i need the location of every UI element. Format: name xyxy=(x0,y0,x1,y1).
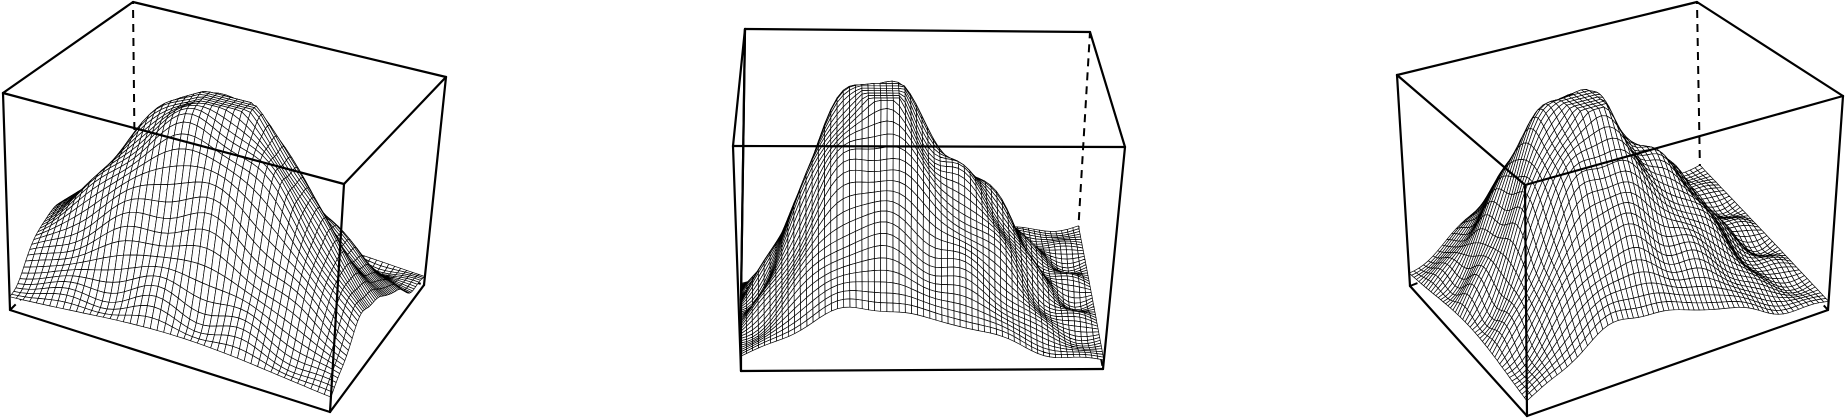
mesh-cell xyxy=(1078,286,1086,293)
box-edge xyxy=(342,75,448,186)
mesh-cell xyxy=(880,100,888,110)
box-edge xyxy=(422,75,448,287)
mesh-cell xyxy=(886,92,894,96)
mesh-cell xyxy=(861,85,869,89)
mesh-cell xyxy=(886,133,894,148)
mesh-cell xyxy=(880,97,888,101)
box-hidden-edge xyxy=(1077,31,1091,235)
mesh-cell xyxy=(892,158,900,171)
box-edge xyxy=(131,0,448,79)
mesh-cell xyxy=(1054,249,1062,255)
mesh-cell xyxy=(873,87,881,92)
mesh-cell xyxy=(886,158,894,171)
mesh-cell xyxy=(879,85,887,89)
mesh-cell xyxy=(849,139,857,151)
mesh-cell xyxy=(892,95,900,99)
mesh-cell xyxy=(886,146,894,160)
surface-mesh xyxy=(740,80,1105,361)
mesh-cell xyxy=(1066,310,1074,314)
mesh-cell xyxy=(879,87,887,92)
mesh-cell xyxy=(867,92,875,96)
mesh-cell xyxy=(885,83,893,87)
mesh-cell xyxy=(1067,316,1075,322)
mesh-cell xyxy=(1071,249,1079,255)
mesh-cell xyxy=(873,83,881,87)
mesh-cell xyxy=(1059,245,1067,251)
mesh-cell xyxy=(880,90,888,94)
mesh-cell xyxy=(880,146,888,161)
mesh-cell xyxy=(945,161,953,168)
mesh-cell xyxy=(861,148,869,161)
mesh-cell xyxy=(880,95,888,99)
mesh-cell xyxy=(1048,246,1056,251)
mesh-cell xyxy=(891,83,899,87)
mesh-cell xyxy=(1061,312,1069,318)
mesh-cell xyxy=(874,121,882,138)
mesh-cell xyxy=(1080,326,1088,333)
mesh-cell xyxy=(861,137,869,150)
mesh-cell xyxy=(1060,249,1068,255)
mesh-cell xyxy=(880,120,888,136)
surface-panel-1 xyxy=(1,0,448,414)
mesh-cell xyxy=(892,146,900,160)
mesh-cell xyxy=(880,108,888,123)
mesh-cell xyxy=(886,97,894,101)
mesh-cell xyxy=(1073,285,1080,293)
mesh-cell xyxy=(1054,309,1062,314)
mesh-cell xyxy=(867,83,875,87)
mesh-cell xyxy=(849,148,857,160)
mesh-cell xyxy=(885,85,893,89)
mesh-cell xyxy=(1073,297,1081,304)
mesh-cell xyxy=(1086,327,1094,333)
mesh-cell xyxy=(1061,258,1068,265)
mesh-cell xyxy=(1060,273,1068,277)
mesh-cell xyxy=(886,120,894,135)
mesh-cell xyxy=(885,80,893,84)
mesh-cell xyxy=(1080,331,1088,338)
mesh-cell xyxy=(1065,245,1073,251)
mesh-cell xyxy=(873,147,881,162)
surface-panel-2 xyxy=(731,27,1127,373)
mesh-cell xyxy=(867,148,875,162)
mesh-cell xyxy=(1050,230,1057,235)
mesh-cell xyxy=(867,123,875,139)
box-edge xyxy=(1,91,12,312)
mesh-cell xyxy=(867,85,875,89)
mesh-cell xyxy=(855,148,863,161)
mesh-cell xyxy=(886,95,894,99)
mesh-cell xyxy=(1073,291,1081,299)
mesh-cell xyxy=(886,108,894,123)
mesh-cell xyxy=(1066,249,1073,255)
box-edge xyxy=(1,0,135,95)
mesh-cell xyxy=(1067,312,1075,317)
mesh-cell xyxy=(873,90,881,94)
mesh-cell xyxy=(855,138,863,150)
mesh-cell xyxy=(892,90,900,94)
mesh-cell xyxy=(891,80,899,84)
surface-mesh xyxy=(9,91,426,398)
mesh-cell xyxy=(861,87,869,91)
mesh-cell xyxy=(892,87,900,92)
mesh-cell xyxy=(1060,253,1068,260)
mesh-cell xyxy=(892,92,900,96)
mesh-cell xyxy=(873,92,881,96)
